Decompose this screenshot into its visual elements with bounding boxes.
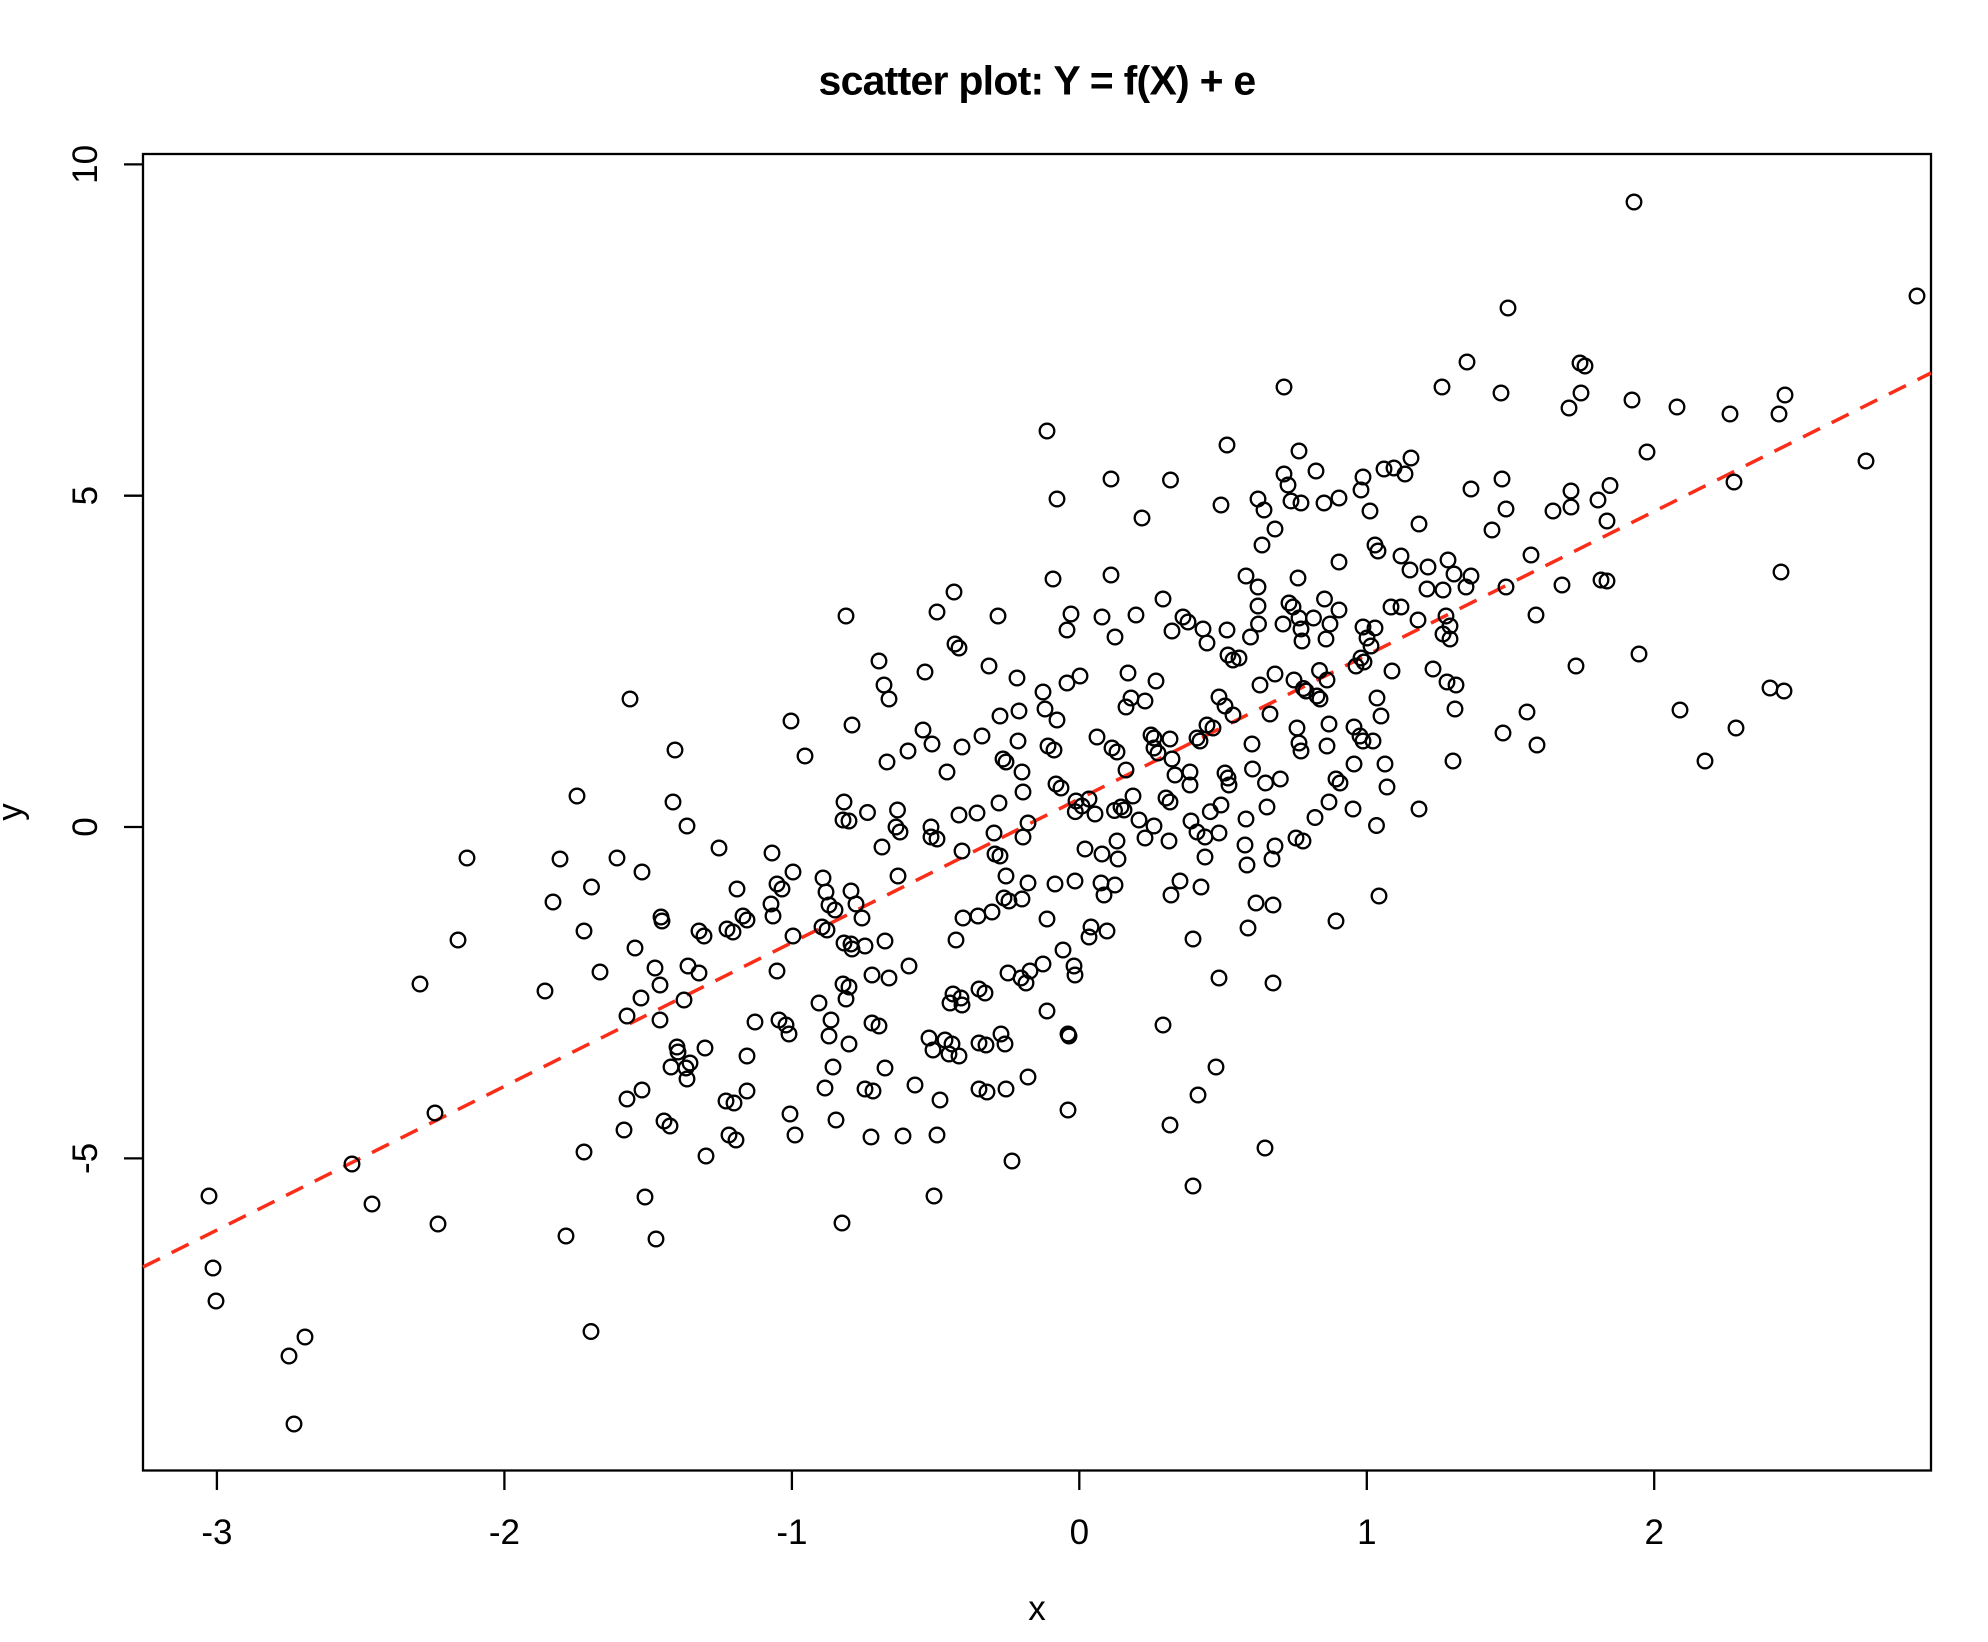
svg-text:2: 2 (1644, 1513, 1663, 1552)
svg-text:scatter plot: Y = f(X) + e: scatter plot: Y = f(X) + e (819, 58, 1256, 104)
svg-text:1: 1 (1357, 1513, 1376, 1552)
svg-text:-3: -3 (201, 1513, 232, 1552)
svg-text:x: x (1028, 1589, 1046, 1628)
svg-text:5: 5 (66, 486, 105, 505)
svg-text:y: y (0, 803, 30, 821)
svg-text:-2: -2 (489, 1513, 520, 1552)
svg-text:10: 10 (66, 145, 105, 184)
svg-text:-5: -5 (66, 1143, 105, 1174)
svg-text:0: 0 (1070, 1513, 1089, 1552)
svg-text:-1: -1 (776, 1513, 807, 1552)
svg-text:0: 0 (66, 817, 105, 836)
